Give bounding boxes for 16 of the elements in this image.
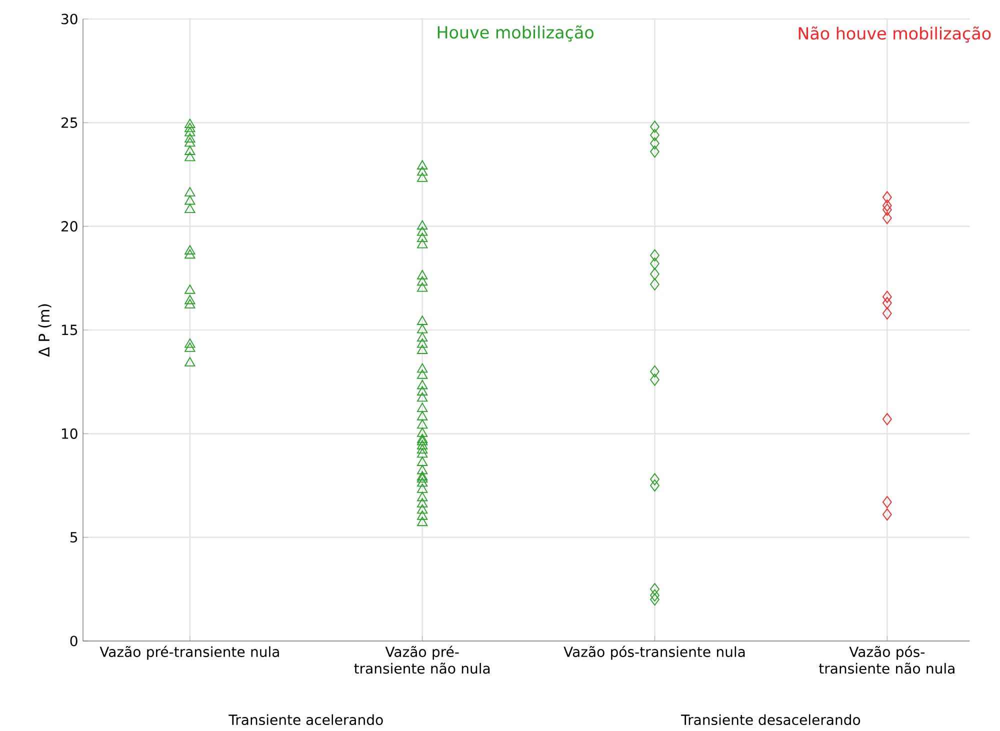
text: Transiente acelerando	[228, 714, 383, 726]
x-tick-label: Vazão pós-transiente não nula	[819, 646, 954, 674]
y-axis-title: Δ P (m)	[38, 304, 52, 357]
x-tick-label: Vazão pré-transiente não nula	[354, 646, 490, 674]
x-tick-label: Vazão pós-transiente nula	[564, 646, 745, 660]
y-tick-label: 0	[70, 636, 78, 646]
y-tick-label: 10	[62, 428, 78, 439]
y-tick-label: 25	[62, 117, 78, 128]
y-tick-label: 15	[62, 324, 78, 336]
text: Transiente desacelerando	[681, 714, 860, 726]
y-tick-label: 20	[62, 221, 78, 232]
annotation: Houve mobilização	[438, 25, 594, 42]
annotation: Não houve mobilização	[798, 26, 991, 43]
y-tick-label: 5	[70, 532, 78, 543]
x-tick-label: Vazão pré-transiente nula	[100, 646, 279, 660]
y-tick-label: 30	[62, 14, 78, 24]
